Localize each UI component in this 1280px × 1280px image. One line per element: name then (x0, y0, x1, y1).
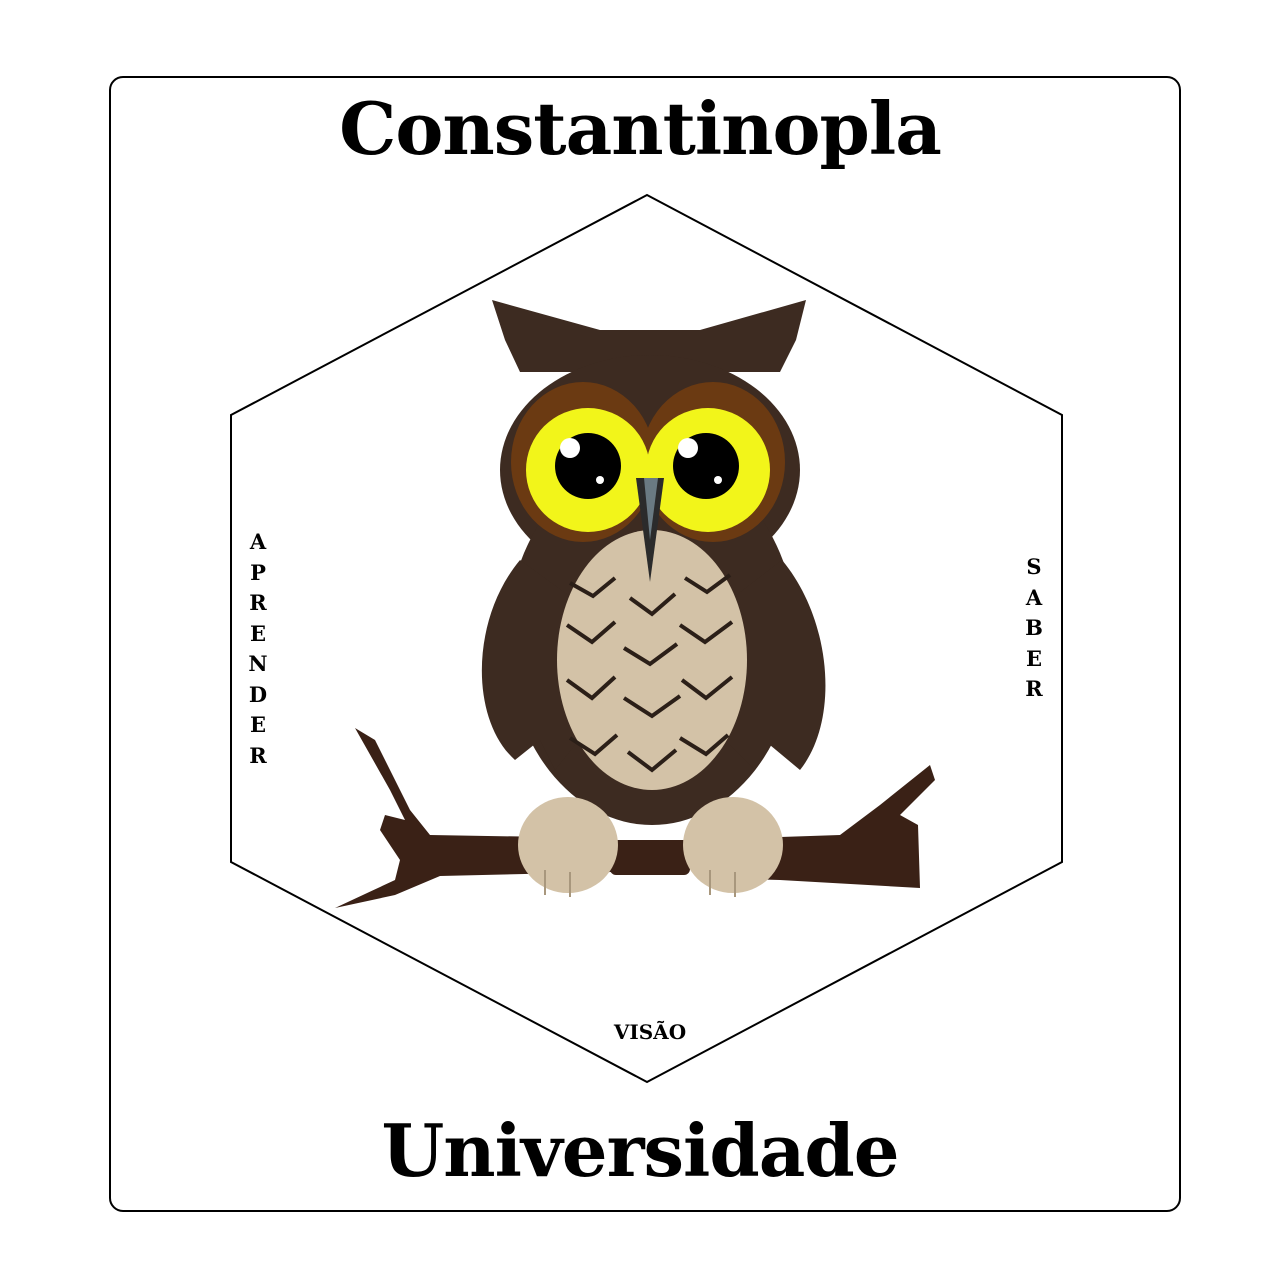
owl-icon (481, 300, 826, 897)
logo-frame (109, 76, 1181, 1212)
hexagon-outline (230, 193, 1063, 1084)
logo-subtitle: Universidade (381, 1108, 899, 1193)
left-vertical-word: APRENDER (248, 529, 268, 768)
right-vertical-word: SABER (1025, 554, 1043, 701)
logo-title: Constantinopla (339, 86, 942, 171)
bottom-word: VISÃO (613, 1020, 687, 1044)
